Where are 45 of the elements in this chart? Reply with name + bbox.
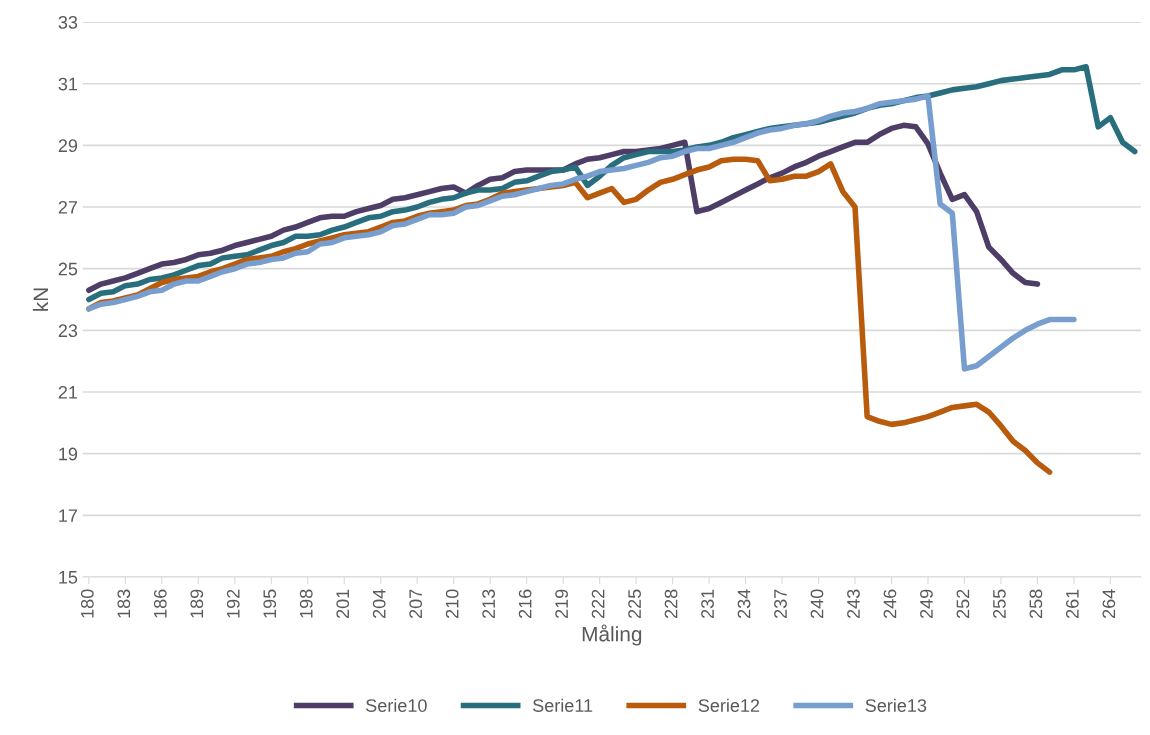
x-tick-label: 231 <box>701 589 714 618</box>
x-tick-label: 237 <box>774 589 787 618</box>
legend-label: Serie11 <box>533 698 593 712</box>
x-tick-label: 213 <box>482 589 496 618</box>
x-tick-label: 246 <box>883 589 897 618</box>
x-tick-label: 255 <box>993 589 1006 618</box>
y-tick-label: 17 <box>59 509 78 522</box>
x-tick-label: 234 <box>737 589 751 618</box>
x-tick-label: 252 <box>956 589 970 618</box>
y-tick-label: 25 <box>58 262 78 276</box>
x-tick-label: 216 <box>518 589 532 618</box>
legend-label: Serie12 <box>698 698 760 712</box>
y-tick-label: 31 <box>58 77 78 91</box>
x-tick-label: 219 <box>555 589 568 618</box>
x-tick-label: 198 <box>299 589 313 618</box>
y-tick-label: 15 <box>59 571 78 584</box>
x-tick-label: 186 <box>153 589 167 618</box>
y-tick-label: 21 <box>58 385 78 399</box>
x-tick-label: 264 <box>1102 589 1116 618</box>
x-tick-label: 210 <box>445 589 459 618</box>
x-tick-label: 261 <box>1065 589 1079 618</box>
x-tick-label: 204 <box>372 589 386 618</box>
x-tick-label: 189 <box>190 589 204 618</box>
x-tick-label: 222 <box>591 589 605 618</box>
legend-label: Serie13 <box>865 698 927 712</box>
x-tick-label: 249 <box>920 589 933 618</box>
x-tick-label: 207 <box>409 589 423 618</box>
x-tick-label: 243 <box>847 589 860 618</box>
x-tick-label: 225 <box>628 589 641 618</box>
x-tick-label: 195 <box>263 589 277 618</box>
x-axis-title: Måling <box>582 624 642 646</box>
x-tick-label: 240 <box>810 589 824 618</box>
y-tick-label: 19 <box>59 447 78 461</box>
y-tick-label: 33 <box>58 15 78 29</box>
x-tick-label: 228 <box>664 589 678 618</box>
x-tick-label: 258 <box>1029 589 1043 618</box>
y-axis-title: kN <box>32 288 48 311</box>
x-tick-label: 201 <box>336 589 350 618</box>
x-tick-label: 183 <box>117 589 131 618</box>
y-tick-label: 27 <box>58 200 78 214</box>
legend-label: Serie10 <box>366 698 427 712</box>
y-tick-label: 29 <box>58 139 78 153</box>
x-tick-label: 192 <box>226 589 240 618</box>
y-tick-label: 23 <box>58 324 78 338</box>
x-tick-label: 180 <box>80 589 94 618</box>
